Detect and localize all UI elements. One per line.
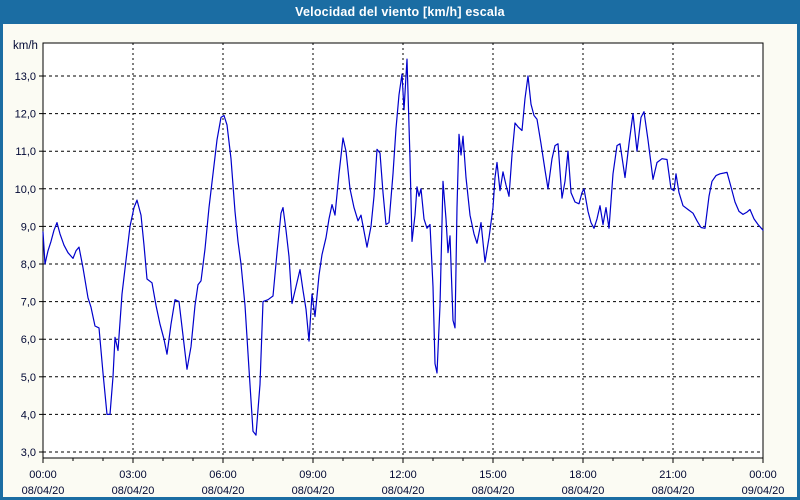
x-tick-date-label: 08/04/20 <box>472 485 515 497</box>
wind-speed-series-line <box>42 58 764 436</box>
chart-title: Velocidad del viento [km/h] escala <box>295 5 505 19</box>
y-tick-label: 13,0 <box>15 71 36 83</box>
x-tick-date-label: 08/04/20 <box>652 485 695 497</box>
x-tick-date-label: 08/04/20 <box>382 485 425 497</box>
y-tick-label: 4,0 <box>21 409 36 421</box>
y-tick-label: 7,0 <box>21 297 36 309</box>
x-tick-date-label: 08/04/20 <box>292 485 335 497</box>
plot-area <box>42 42 764 459</box>
y-tick-label: 6,0 <box>21 334 36 346</box>
x-tick-time-label: 18:00 <box>569 469 597 481</box>
x-tick-time-label: 00:00 <box>749 469 777 481</box>
x-tick-time-label: 12:00 <box>389 469 417 481</box>
x-tick-date-label: 09/04/20 <box>742 485 785 497</box>
y-tick-label: 9,0 <box>21 221 36 233</box>
y-tick-label: 8,0 <box>21 259 36 271</box>
x-tick-time-label: 15:00 <box>479 469 507 481</box>
x-tick-time-label: 09:00 <box>299 469 327 481</box>
x-tick-date-label: 08/04/20 <box>202 485 245 497</box>
x-tick-date-label: 08/04/20 <box>112 485 155 497</box>
x-tick-time-label: 00:00 <box>29 469 57 481</box>
y-tick-label: 5,0 <box>21 372 36 384</box>
y-axis-unit-label: km/h <box>13 40 38 52</box>
y-tick-label: 3,0 <box>21 447 36 459</box>
y-tick-label: 12,0 <box>15 109 36 121</box>
y-tick-label: 10,0 <box>15 184 36 196</box>
x-tick-date-label: 08/04/20 <box>562 485 605 497</box>
wind-speed-line-chart: 13,0 12,0 11,0 10,0 9,0 8,0 7,0 6,0 5,0 4,0 3,0 km/… <box>13 40 785 497</box>
x-tick-time-label: 03:00 <box>119 469 147 481</box>
x-tick-date-label: 08/04/20 <box>22 485 65 497</box>
x-tick-time-label: 21:00 <box>659 469 687 481</box>
y-tick-label: 11,0 <box>15 146 36 158</box>
chart-title-bar: Velocidad del viento [km/h] escala <box>3 0 797 24</box>
x-tick-time-label: 06:00 <box>209 469 237 481</box>
